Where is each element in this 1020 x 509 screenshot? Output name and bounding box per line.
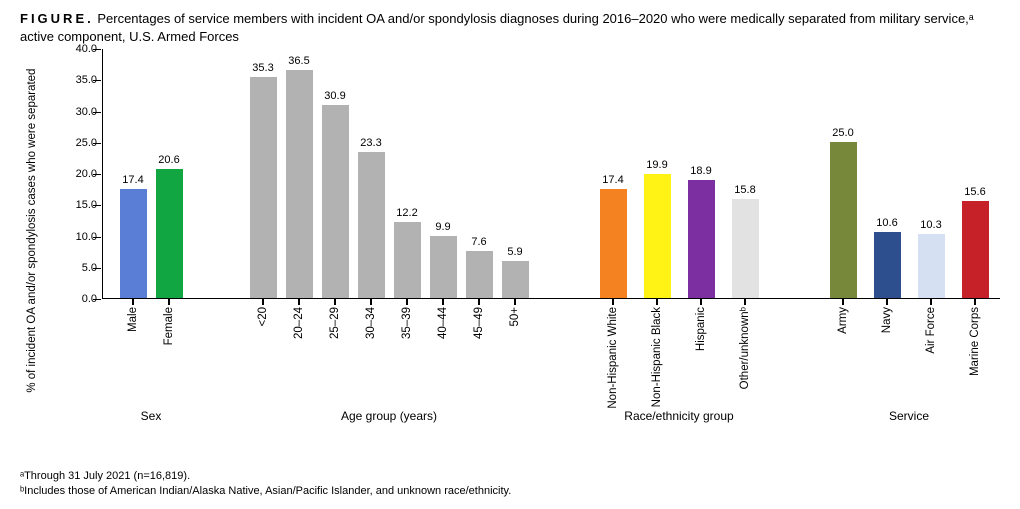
bar — [156, 169, 183, 298]
y-tick-label: 15.0 — [61, 199, 97, 211]
category-label: 45–49 — [473, 307, 485, 339]
bar-value-label: 10.3 — [911, 219, 951, 231]
x-tick — [744, 299, 746, 305]
y-tick-label: 0.0 — [61, 293, 97, 305]
y-axis-label: % of incident OA and/or spondylosis case… — [26, 69, 38, 393]
bar — [250, 77, 277, 298]
bar-value-label: 15.8 — [725, 184, 765, 196]
chart-area: % of incident OA and/or spondylosis case… — [68, 49, 1000, 429]
x-tick — [656, 299, 658, 305]
category-label: Marine Corps — [969, 307, 981, 376]
category-label: <20 — [257, 307, 269, 327]
category-label: 30–34 — [365, 307, 377, 339]
figure-title-text: Percentages of service members with inci… — [20, 11, 974, 44]
bar — [962, 201, 989, 299]
bar — [286, 70, 313, 298]
bars-layer: 17.4 20.6 35.336.5 30.9 23.3 12.2 9.9 7.65.9 17.… — [103, 49, 1000, 298]
footnotes: ᵃThrough 31 July 2021 (n=16,819). ᵇInclu… — [20, 469, 511, 499]
group-label: Service — [889, 409, 929, 423]
bar-value-label: 20.6 — [149, 154, 189, 166]
plot-region: 17.4 20.6 35.336.5 30.9 23.3 12.2 9.9 7.65.9 17.… — [102, 49, 1000, 299]
bar — [600, 189, 627, 298]
x-tick — [442, 299, 444, 305]
category-label: Navy — [881, 307, 893, 333]
bar — [430, 236, 457, 298]
x-tick — [406, 299, 408, 305]
category-label: 35–39 — [401, 307, 413, 339]
x-tick — [700, 299, 702, 305]
category-label: Non-Hispanic Black — [651, 307, 663, 407]
bar — [918, 234, 945, 298]
bar-value-label: 35.3 — [243, 62, 283, 74]
x-tick — [886, 299, 888, 305]
bar — [120, 189, 147, 298]
bar-value-label: 17.4 — [113, 174, 153, 186]
x-tick — [262, 299, 264, 305]
bar — [830, 142, 857, 298]
category-label: 25–29 — [329, 307, 341, 339]
y-tick-label: 40.0 — [61, 43, 97, 55]
bar — [688, 180, 715, 298]
x-tick — [930, 299, 932, 305]
category-label: Other/unknownᵇ — [739, 307, 751, 389]
group-label: Race/ethnicity group — [624, 409, 733, 423]
x-tick — [298, 299, 300, 305]
x-tick — [478, 299, 480, 305]
bar — [874, 232, 901, 298]
footnote-a: ᵃThrough 31 July 2021 (n=16,819). — [20, 469, 511, 484]
y-tick-label: 20.0 — [61, 168, 97, 180]
y-tick-label: 25.0 — [61, 137, 97, 149]
x-tick — [842, 299, 844, 305]
y-tick-label: 30.0 — [61, 106, 97, 118]
bar — [322, 105, 349, 298]
figure-container: FIGURE. Percentages of service members w… — [0, 0, 1020, 509]
bar-value-label: 12.2 — [387, 207, 427, 219]
y-tick-label: 5.0 — [61, 262, 97, 274]
category-label: 40–44 — [437, 307, 449, 339]
bar — [394, 222, 421, 298]
x-tick — [370, 299, 372, 305]
bar-value-label: 10.6 — [867, 217, 907, 229]
category-label: Air Force — [925, 307, 937, 354]
bar-value-label: 5.9 — [495, 246, 535, 258]
group-label: Sex — [141, 409, 162, 423]
group-label: Age group (years) — [341, 409, 437, 423]
x-tick — [168, 299, 170, 305]
bar — [502, 261, 529, 298]
category-label: Non-Hispanic White — [607, 307, 619, 409]
category-label: 20–24 — [293, 307, 305, 339]
bar-value-label: 36.5 — [279, 55, 319, 67]
bar — [358, 152, 385, 298]
figure-title: FIGURE. Percentages of service members w… — [20, 10, 1000, 45]
x-tick — [514, 299, 516, 305]
bar-value-label: 7.6 — [459, 236, 499, 248]
category-label: Male — [127, 307, 139, 332]
bar-value-label: 18.9 — [681, 165, 721, 177]
bar-value-label: 15.6 — [955, 186, 995, 198]
x-tick — [974, 299, 976, 305]
figure-title-prefix: FIGURE. — [20, 11, 94, 26]
x-tick — [612, 299, 614, 305]
bar — [466, 251, 493, 299]
category-label: 50+ — [509, 307, 521, 327]
bar-value-label: 19.9 — [637, 159, 677, 171]
category-label: Female — [163, 307, 175, 345]
footnote-b: ᵇIncludes those of American Indian/Alask… — [20, 484, 511, 499]
x-tick — [334, 299, 336, 305]
bar-value-label: 17.4 — [593, 174, 633, 186]
bar-value-label: 30.9 — [315, 90, 355, 102]
bar-value-label: 9.9 — [423, 221, 463, 233]
bar-value-label: 23.3 — [351, 137, 391, 149]
bar-value-label: 25.0 — [823, 127, 863, 139]
y-tick-label: 35.0 — [61, 74, 97, 86]
category-label: Army — [837, 307, 849, 334]
bar — [732, 199, 759, 298]
x-tick — [132, 299, 134, 305]
category-label: Hispanic — [695, 307, 707, 351]
y-tick-label: 10.0 — [61, 231, 97, 243]
bar — [644, 174, 671, 298]
